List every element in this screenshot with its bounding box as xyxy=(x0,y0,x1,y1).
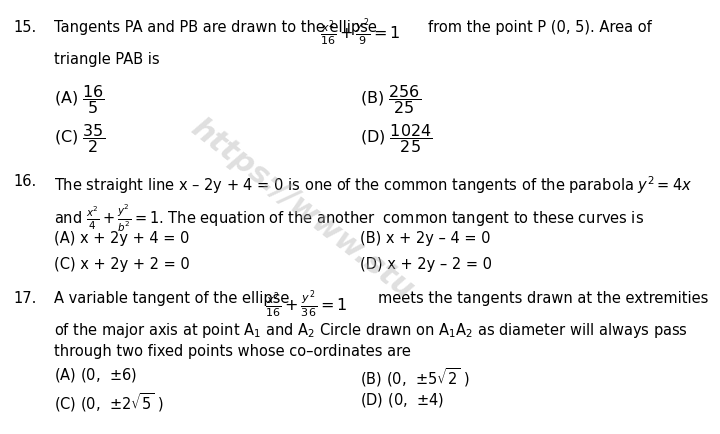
Text: $\frac{x^2}{16}+\frac{y^2}{36}=1$: $\frac{x^2}{16}+\frac{y^2}{36}=1$ xyxy=(265,289,348,321)
Text: 17.: 17. xyxy=(13,291,36,306)
Text: (C) (0,  $\pm 2\sqrt{5}$ ): (C) (0, $\pm 2\sqrt{5}$ ) xyxy=(54,391,163,414)
Text: meets the tangents drawn at the extremities: meets the tangents drawn at the extremit… xyxy=(378,291,708,306)
Text: of the major axis at point A$_1$ and A$_2$ Circle drawn on A$_1$A$_2$ as diamete: of the major axis at point A$_1$ and A$_… xyxy=(54,320,688,339)
Text: (D) x + 2y – 2 = 0: (D) x + 2y – 2 = 0 xyxy=(360,256,492,271)
Text: (D) (0,  $\pm$4): (D) (0, $\pm$4) xyxy=(360,391,444,408)
Text: (A) (0,  $\pm$6): (A) (0, $\pm$6) xyxy=(54,365,137,383)
Text: triangle PAB is: triangle PAB is xyxy=(54,52,160,67)
Text: Tangents PA and PB are drawn to the ellipse: Tangents PA and PB are drawn to the elli… xyxy=(54,20,377,34)
Text: https://www.stu: https://www.stu xyxy=(186,113,419,304)
Text: (D) $\dfrac{1024}{25}$: (D) $\dfrac{1024}{25}$ xyxy=(360,122,433,155)
Text: and $\frac{x^2}{4}+\frac{y^2}{b^2}=1$. The equation of the another  common tange: and $\frac{x^2}{4}+\frac{y^2}{b^2}=1$. T… xyxy=(54,202,644,233)
Text: 15.: 15. xyxy=(13,20,36,34)
Text: (B) x + 2y – 4 = 0: (B) x + 2y – 4 = 0 xyxy=(360,231,490,246)
Text: (A) x + 2y + 4 = 0: (A) x + 2y + 4 = 0 xyxy=(54,231,189,246)
Text: $\frac{x^2}{16}+\frac{y^2}{9}=1$: $\frac{x^2}{16}+\frac{y^2}{9}=1$ xyxy=(320,17,401,49)
Text: (B) $\dfrac{256}{25}$: (B) $\dfrac{256}{25}$ xyxy=(360,82,421,115)
Text: from the point P (0, 5). Area of: from the point P (0, 5). Area of xyxy=(428,20,652,34)
Text: through two fixed points whose co–ordinates are: through two fixed points whose co–ordina… xyxy=(54,343,411,358)
Text: The straight line x – 2y + 4 = 0 is one of the common tangents of the parabola $: The straight line x – 2y + 4 = 0 is one … xyxy=(54,174,692,195)
Text: (A) $\dfrac{16}{5}$: (A) $\dfrac{16}{5}$ xyxy=(54,82,105,115)
Text: 16.: 16. xyxy=(13,174,36,188)
Text: (C) x + 2y + 2 = 0: (C) x + 2y + 2 = 0 xyxy=(54,256,190,271)
Text: (B) (0,  $\pm 5\sqrt{2}$ ): (B) (0, $\pm 5\sqrt{2}$ ) xyxy=(360,365,469,388)
Text: A variable tangent of the ellipse: A variable tangent of the ellipse xyxy=(54,291,289,306)
Text: (C) $\dfrac{35}{2}$: (C) $\dfrac{35}{2}$ xyxy=(54,122,105,155)
